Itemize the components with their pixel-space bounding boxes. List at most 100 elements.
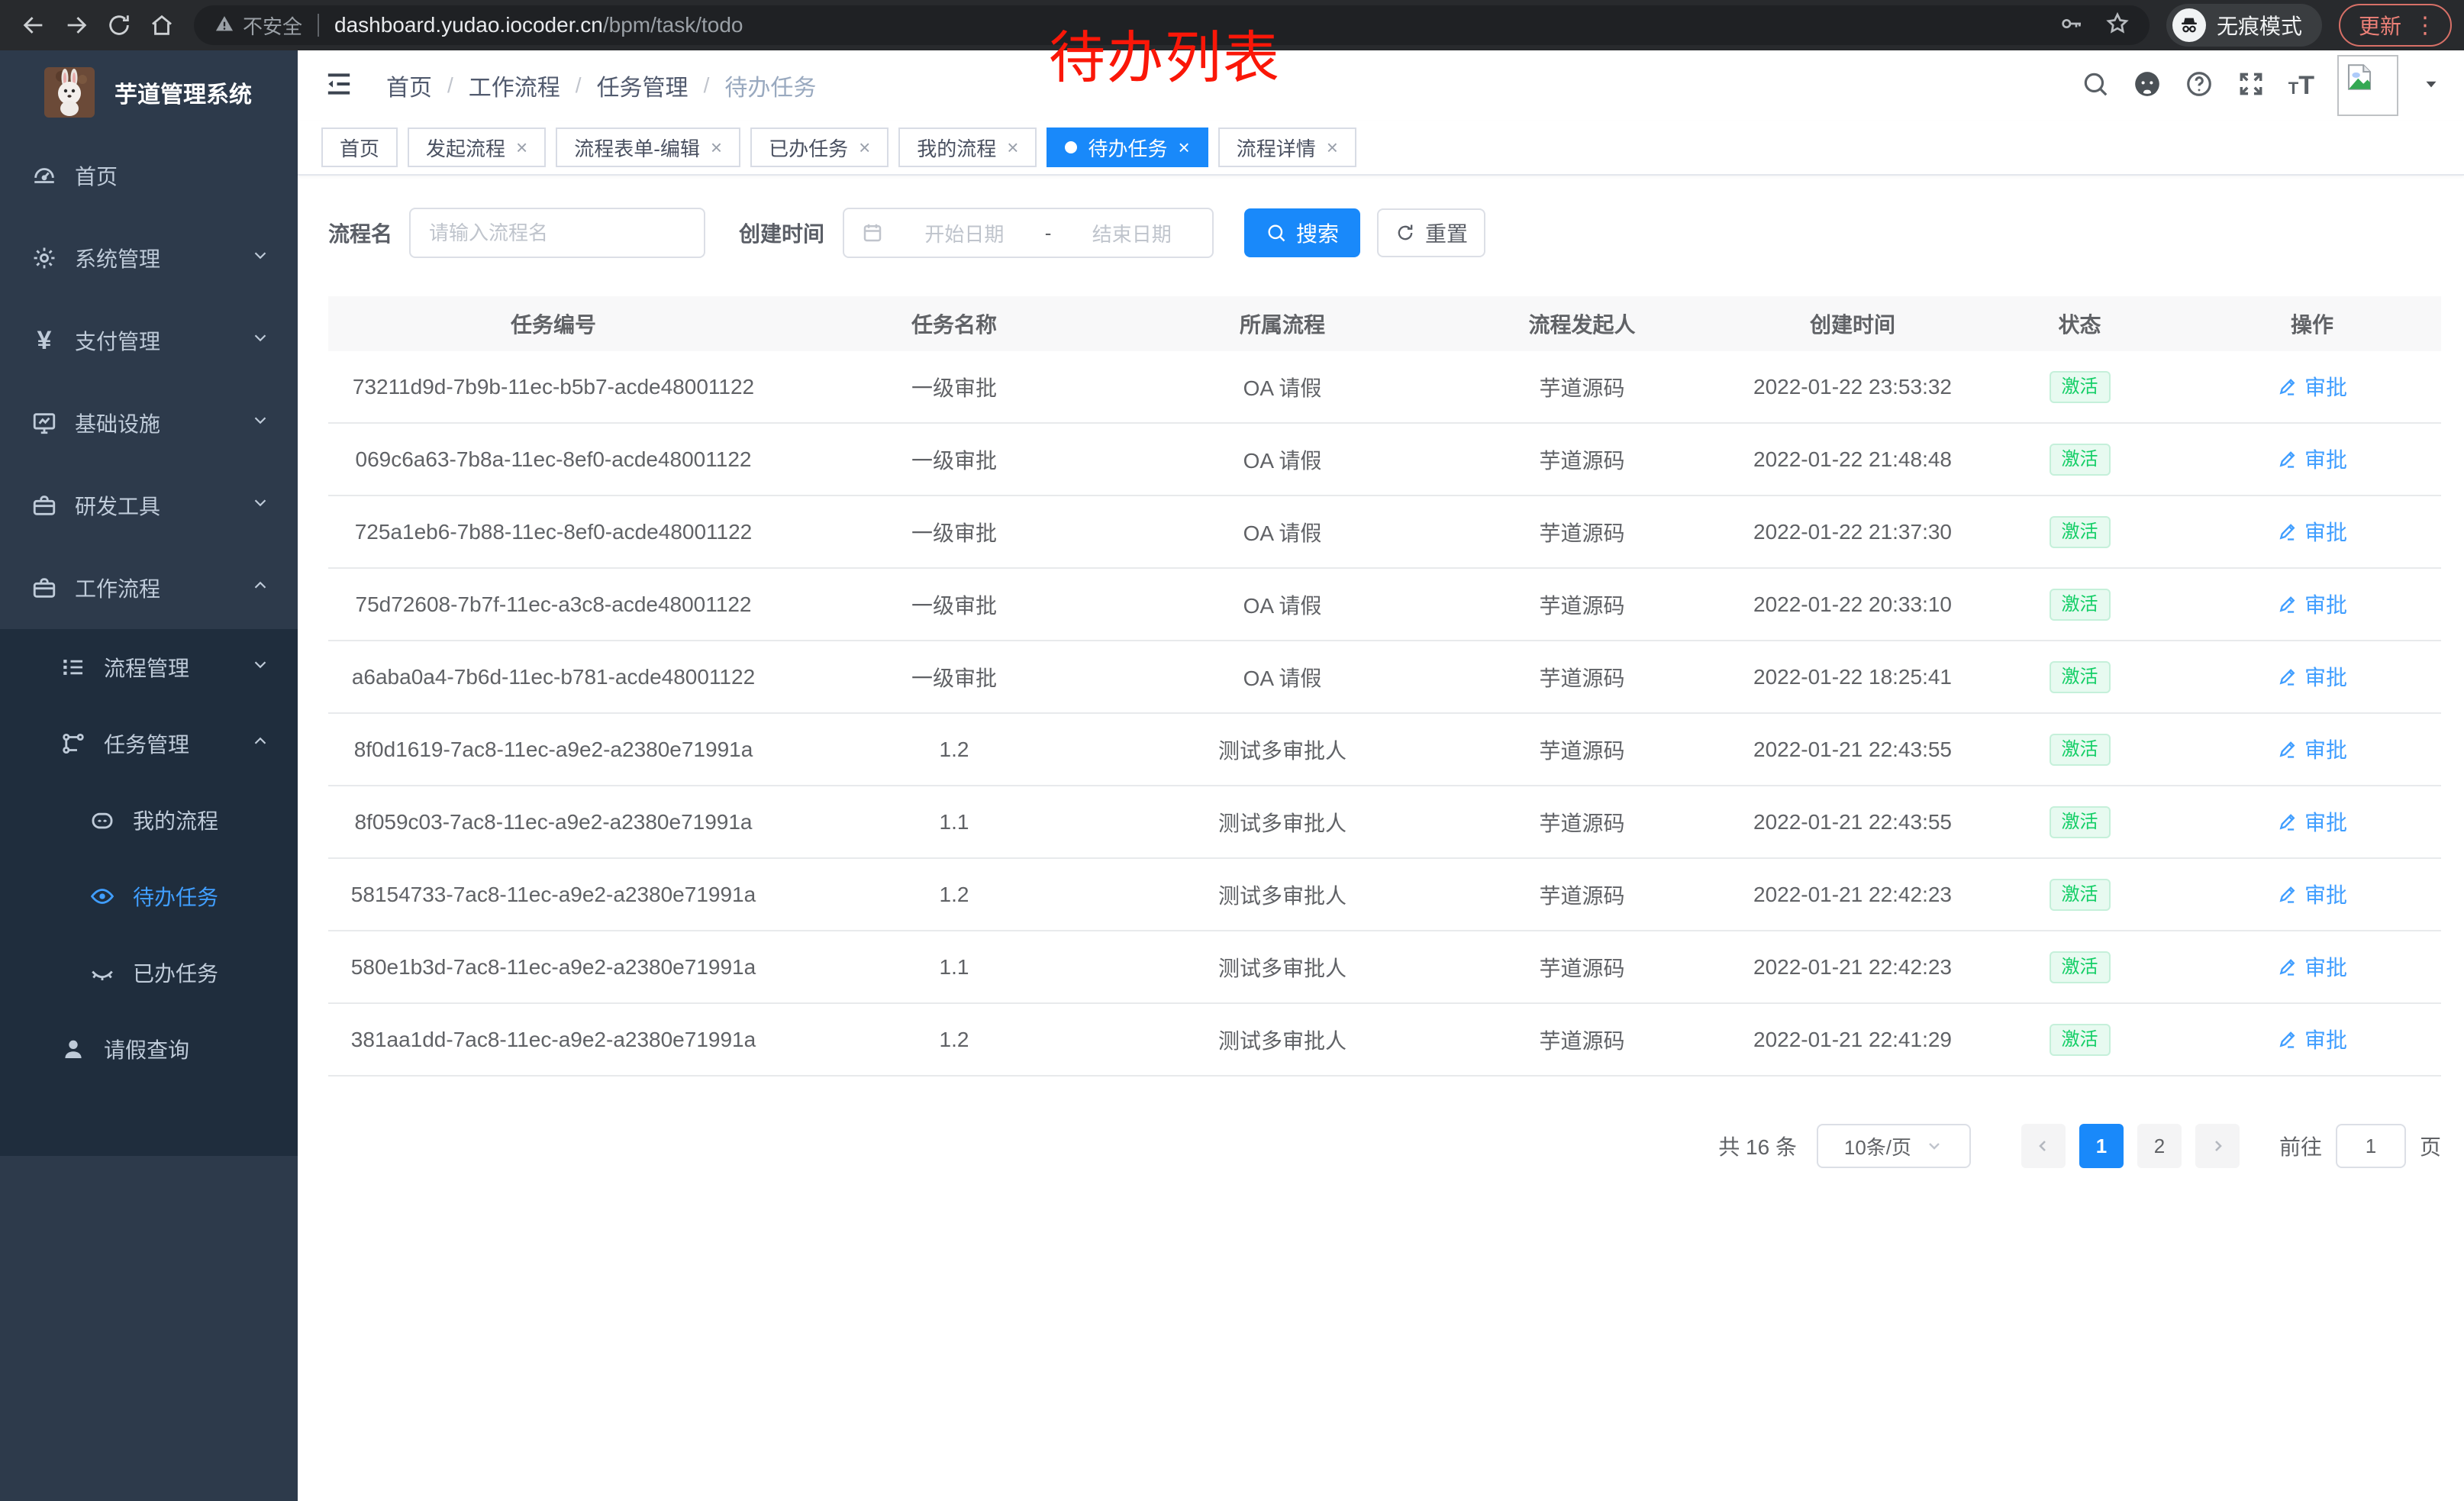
- refresh-icon: [1398, 224, 1413, 240]
- task-name: 1.2: [939, 1027, 969, 1051]
- table-row: 8f059c03-7ac8-11ec-a9e2-a2380e71991a 1.1 测…: [328, 786, 2441, 859]
- tab-close-icon[interactable]: ×: [1178, 135, 1190, 159]
- breadcrumb-item[interactable]: 工作流程: [468, 76, 560, 101]
- tab-close-icon[interactable]: ×: [1007, 135, 1019, 159]
- approve-link[interactable]: 审批: [2277, 516, 2347, 547]
- approve-link[interactable]: 审批: [2277, 879, 2347, 909]
- collapse-sidebar-icon[interactable]: [324, 69, 354, 103]
- toolbox-icon: [31, 574, 58, 602]
- annotation-overlay: 待办列表: [1049, 26, 1281, 89]
- sidebar-item-toolbox-5[interactable]: 工作流程: [0, 547, 298, 629]
- user-avatar[interactable]: [2337, 55, 2398, 116]
- tab-流程表单-编辑[interactable]: 流程表单-编辑 ×: [556, 128, 741, 167]
- approve-link[interactable]: 审批: [2277, 371, 2347, 402]
- search-button[interactable]: 搜索: [1244, 208, 1361, 257]
- end-date-placeholder[interactable]: 结束日期: [1092, 222, 1172, 246]
- url-bar[interactable]: 不安全 dashboard.yudao.iocoder.cn/bpm/task/…: [194, 5, 2150, 45]
- status-badge: 激活: [2049, 878, 2111, 911]
- process-name-input-box[interactable]: [409, 208, 706, 258]
- reload-icon[interactable]: [98, 4, 140, 47]
- breadcrumb-item[interactable]: 首页: [386, 76, 432, 101]
- reset-button[interactable]: 重置: [1377, 208, 1486, 257]
- tab-流程详情[interactable]: 流程详情 ×: [1217, 128, 1356, 167]
- node-tree-icon: [60, 730, 87, 757]
- create-time: 2022-01-21 22:41:29: [1753, 1027, 1952, 1051]
- sidebar-item-gear-1[interactable]: 系统管理: [0, 217, 298, 299]
- date-range-input[interactable]: 开始日期 - 结束日期: [843, 208, 1214, 258]
- sidebar-item-eye-closed-10[interactable]: 已办任务: [0, 934, 298, 1011]
- font-size-icon[interactable]: TT: [2288, 70, 2314, 100]
- tab-close-icon[interactable]: ×: [516, 135, 528, 159]
- tab-待办任务[interactable]: 待办任务 ×: [1047, 128, 1208, 167]
- approve-link[interactable]: 审批: [2277, 1024, 2347, 1054]
- update-button[interactable]: 更新 ⋮: [2338, 4, 2452, 47]
- security-label[interactable]: 不安全: [243, 15, 303, 38]
- key-icon[interactable]: [2059, 11, 2084, 40]
- avatar-caret-icon[interactable]: [2421, 74, 2441, 98]
- home-icon[interactable]: [140, 4, 183, 47]
- broken-image-icon: [2347, 64, 2372, 90]
- sidebar-item-list-tree-6[interactable]: 流程管理: [0, 629, 298, 705]
- approve-link[interactable]: 审批: [2277, 806, 2347, 837]
- sidebar-item-toolbox-4[interactable]: 研发工具: [0, 464, 298, 547]
- approve-link[interactable]: 审批: [2277, 661, 2347, 692]
- approve-link-label: 审批: [2304, 448, 2347, 472]
- goto-page-input[interactable]: [2335, 1124, 2406, 1168]
- column-header: 流程发起人: [1528, 313, 1636, 337]
- operation-cell: 审批: [2183, 806, 2441, 838]
- github-icon[interactable]: [2133, 69, 2162, 102]
- page-size-select[interactable]: 10条/页: [1816, 1124, 1971, 1168]
- breadcrumb-separator: /: [703, 73, 710, 97]
- search-icon[interactable]: [2081, 69, 2110, 102]
- breadcrumb-item[interactable]: 任务管理: [596, 76, 689, 101]
- list-tree-icon: [60, 654, 87, 681]
- process-name-input[interactable]: [429, 221, 686, 245]
- bookmark-star-icon[interactable]: [2105, 11, 2130, 40]
- browser-menu-icon[interactable]: ⋮: [2414, 12, 2437, 38]
- status-badge: 激活: [2049, 588, 2111, 621]
- tab-首页[interactable]: 首页: [321, 128, 398, 167]
- chevron-down-icon: [250, 328, 270, 353]
- app-title: 芋道管理系统: [114, 82, 252, 108]
- tab-close-icon[interactable]: ×: [1326, 135, 1338, 159]
- page-button-2[interactable]: 2: [2137, 1124, 2182, 1168]
- approve-link[interactable]: 审批: [2277, 951, 2347, 982]
- page-button-1[interactable]: 1: [2079, 1124, 2124, 1168]
- forward-icon[interactable]: [55, 4, 98, 47]
- back-icon[interactable]: [12, 4, 55, 47]
- tab-label: 待办任务: [1088, 137, 1168, 160]
- sidebar-item-robot-face-8[interactable]: 我的流程: [0, 782, 298, 858]
- sidebar-item-eye-open-9[interactable]: 待办任务: [0, 858, 298, 934]
- task-id: 8f059c03-7ac8-11ec-a9e2-a2380e71991a: [354, 809, 753, 834]
- create-time: 2022-01-22 20:33:10: [1753, 592, 1952, 616]
- start-date-placeholder[interactable]: 开始日期: [924, 222, 1005, 246]
- prev-page-button[interactable]: [2021, 1124, 2066, 1168]
- fullscreen-icon[interactable]: [2237, 69, 2266, 102]
- sidebar-item-node-tree-7[interactable]: 任务管理: [0, 705, 298, 782]
- task-id: 73211d9d-7b9b-11ec-b5b7-acde48001122: [352, 374, 755, 399]
- sidebar-item-yen-2[interactable]: ¥ 支付管理: [0, 299, 298, 382]
- tab-已办任务[interactable]: 已办任务 ×: [750, 128, 889, 167]
- tab-我的流程[interactable]: 我的流程 ×: [898, 128, 1037, 167]
- tab-发起流程[interactable]: 发起流程 ×: [408, 128, 547, 167]
- approve-link[interactable]: 审批: [2277, 734, 2347, 764]
- sidebar-item-label: 基础设施: [75, 412, 161, 436]
- edit-pencil-icon: [2279, 669, 2295, 686]
- sidebar-item-user-11[interactable]: 请假查询: [0, 1011, 298, 1087]
- approve-link[interactable]: 审批: [2277, 589, 2347, 619]
- create-time: 2022-01-21 22:43:55: [1753, 809, 1952, 834]
- column-header: 任务名称: [911, 313, 997, 337]
- app-logo[interactable]: 芋道管理系统: [0, 50, 298, 134]
- sidebar-item-dashboard-0[interactable]: 首页: [0, 134, 298, 217]
- create-time: 2022-01-21 22:43:55: [1753, 737, 1952, 761]
- status-cell: 激活: [1976, 660, 2183, 693]
- tab-close-icon[interactable]: ×: [859, 135, 871, 159]
- operation-cell: 审批: [2183, 371, 2441, 402]
- create-time: 2022-01-22 21:48:48: [1753, 447, 1952, 471]
- approve-link[interactable]: 审批: [2277, 444, 2347, 474]
- help-icon[interactable]: [2185, 69, 2214, 102]
- tab-close-icon[interactable]: ×: [710, 135, 723, 159]
- table-row: 8f0d1619-7ac8-11ec-a9e2-a2380e71991a 1.2 测…: [328, 714, 2441, 786]
- next-page-button[interactable]: [2195, 1124, 2240, 1168]
- sidebar-item-monitor-3[interactable]: 基础设施: [0, 382, 298, 464]
